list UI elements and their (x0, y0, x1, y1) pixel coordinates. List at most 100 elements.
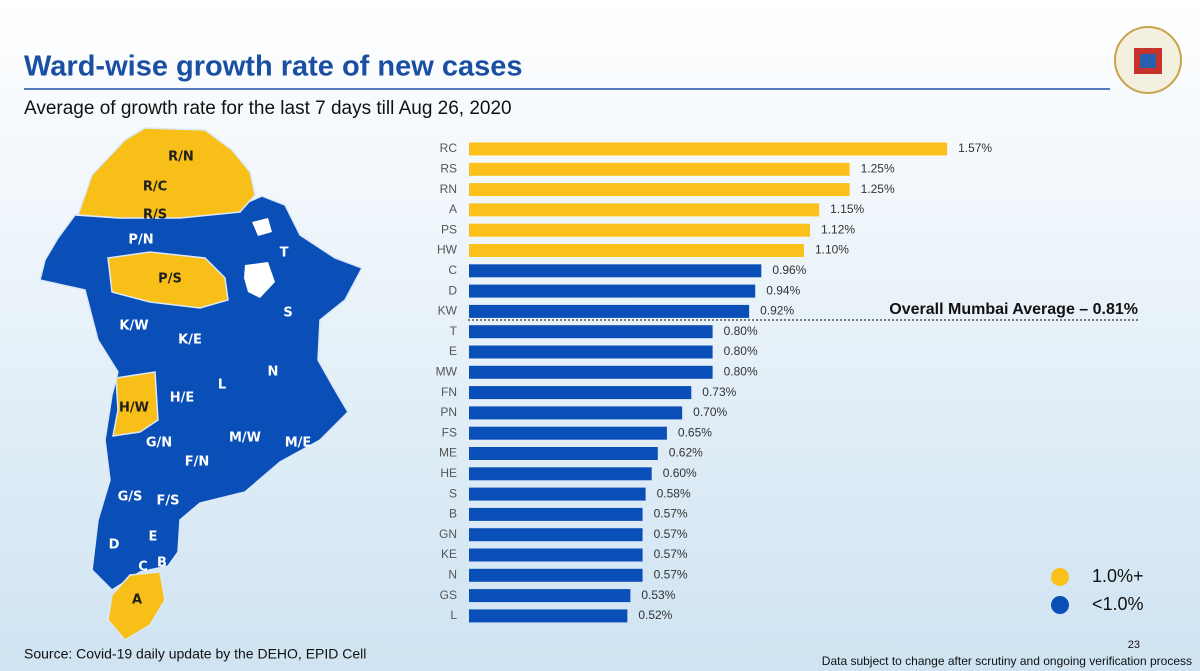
bar (469, 365, 713, 379)
logo (1114, 26, 1182, 94)
category-label: RS (440, 161, 457, 175)
lake (252, 218, 272, 236)
bar (469, 467, 652, 481)
bar (469, 223, 811, 237)
ward-label: P/N (128, 233, 153, 248)
bar (469, 528, 643, 542)
value-label: 0.80% (724, 344, 758, 358)
category-label: FS (442, 425, 457, 439)
ward-label: A (132, 593, 142, 608)
bar (469, 264, 762, 278)
ward-label: M/E (285, 436, 312, 451)
category-label: C (448, 263, 457, 277)
map-region (76, 127, 256, 219)
category-label: S (449, 486, 457, 500)
category-label: D (448, 283, 457, 297)
category-label: KW (438, 304, 458, 318)
category-label: KE (441, 547, 457, 561)
disclaimer: Data subject to change after scrutiny an… (822, 654, 1192, 668)
ward-label: S (283, 306, 292, 321)
value-label: 1.15% (830, 202, 864, 216)
category-label: PS (441, 222, 457, 236)
legend-marker (1051, 596, 1069, 614)
bar (469, 183, 850, 197)
category-label: E (449, 344, 457, 358)
category-label: FN (441, 385, 457, 399)
category-label: GN (439, 527, 457, 541)
bar (469, 426, 667, 440)
ward-label: F/S (157, 494, 180, 509)
value-label: 0.73% (702, 385, 736, 399)
bar (469, 609, 628, 623)
category-label: A (449, 202, 457, 216)
category-label: PN (440, 405, 457, 419)
category-label: HE (440, 466, 457, 480)
value-label: 0.94% (766, 283, 800, 297)
average-annotation: Overall Mumbai Average – 0.81% (889, 301, 1138, 318)
ward-map (39, 127, 364, 641)
value-label: 0.80% (724, 364, 758, 378)
value-label: 0.92% (760, 304, 794, 318)
value-label: 1.57% (958, 141, 992, 155)
value-label: 0.62% (669, 446, 703, 460)
bar (469, 203, 820, 217)
value-label: 0.52% (638, 608, 672, 622)
ward-label: B (157, 556, 167, 571)
category-label: GS (440, 588, 457, 602)
ward-label: H/W (119, 401, 149, 416)
value-label: 0.57% (654, 527, 688, 541)
ward-label: R/S (143, 208, 167, 223)
ward-label: R/C (143, 180, 167, 195)
value-label: 1.25% (861, 161, 895, 175)
ward-label: K/E (178, 333, 202, 348)
ward-label: E (149, 530, 158, 545)
bar (469, 244, 804, 257)
map-region (107, 251, 229, 309)
source: Source: Covid-19 daily update by the DEH… (24, 646, 366, 662)
bar (469, 548, 643, 562)
bar (469, 345, 713, 359)
ward-label: D (109, 538, 120, 553)
category-label: B (449, 507, 457, 521)
ward-label: M/W (229, 431, 261, 446)
map-region (107, 571, 166, 641)
category-label: RC (440, 141, 458, 155)
page-number: 23 (1128, 639, 1140, 651)
value-label: 0.57% (654, 547, 688, 561)
ward-label: G/N (146, 436, 172, 451)
bar (469, 386, 692, 400)
ward-label: N (268, 365, 279, 380)
value-label: 0.57% (654, 567, 688, 581)
chart-subtitle: Average of growth rate for the last 7 da… (24, 98, 512, 119)
legend-label: <1.0% (1092, 594, 1144, 614)
value-label: 0.53% (641, 588, 675, 602)
category-label: MW (436, 364, 458, 378)
category-label: HW (437, 243, 458, 257)
ward-label: H/E (170, 391, 195, 406)
value-label: 0.58% (657, 486, 691, 500)
value-label: 0.80% (724, 324, 758, 338)
ward-label: T (280, 246, 289, 261)
ward-label: P/S (158, 272, 182, 287)
bar (469, 487, 646, 501)
bar (469, 406, 683, 420)
category-label: N (448, 567, 457, 581)
bar (469, 447, 658, 460)
ward-label: F/N (185, 455, 210, 470)
legend-marker (1051, 568, 1069, 586)
value-label: 1.10% (815, 243, 849, 257)
chart-title: Ward-wise growth rate of new cases (24, 51, 523, 83)
category-label: L (450, 608, 457, 622)
value-label: 0.96% (772, 263, 806, 277)
value-label: 1.25% (861, 182, 895, 196)
bar (469, 284, 756, 298)
legend-label: 1.0%+ (1092, 566, 1144, 586)
value-label: 0.70% (693, 405, 727, 419)
ward-label: L (218, 378, 226, 393)
value-label: 0.57% (654, 507, 688, 521)
map-region (112, 371, 159, 437)
value-label: 0.65% (678, 425, 712, 439)
category-label: ME (439, 446, 457, 460)
bar (469, 325, 713, 339)
